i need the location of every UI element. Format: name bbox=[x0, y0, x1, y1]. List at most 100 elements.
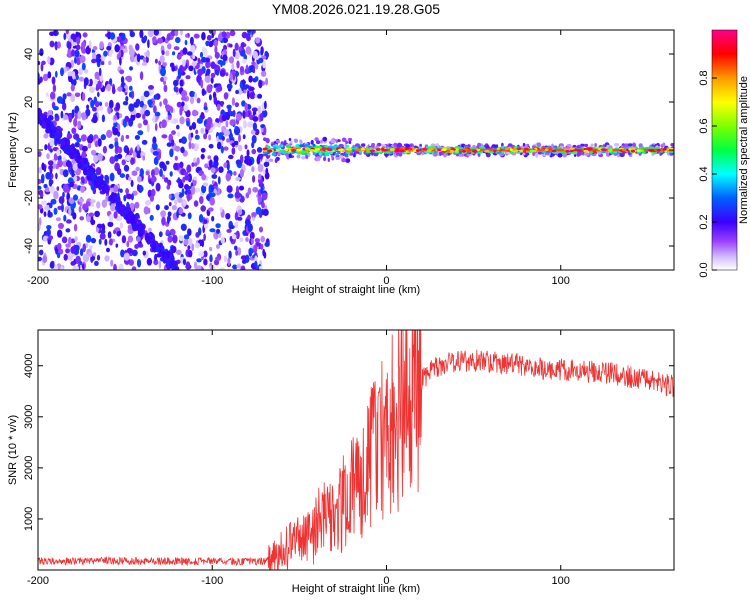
spectrogram-cell bbox=[217, 33, 223, 42]
spectrogram-cell bbox=[211, 180, 215, 185]
spectrogram-cell bbox=[75, 255, 81, 264]
spectrogram-cell bbox=[600, 148, 607, 152]
spectrogram-cell bbox=[176, 124, 180, 130]
spectrogram-cell bbox=[240, 255, 247, 260]
spectrogram-cell bbox=[345, 158, 351, 164]
spectrogram-cell bbox=[81, 263, 85, 270]
spectrogram-cell bbox=[215, 118, 220, 123]
spectrogram-cell bbox=[163, 75, 167, 82]
spectrogram-cell bbox=[86, 135, 94, 144]
spectrogram-cell bbox=[168, 202, 172, 207]
y-tick-label: 3000 bbox=[23, 405, 35, 429]
spectrogram-cell bbox=[142, 250, 146, 256]
spectrogram-cell bbox=[213, 39, 219, 47]
spectrogram-cell bbox=[186, 51, 193, 56]
spectrogram-cell bbox=[210, 76, 214, 84]
spectrogram-cell bbox=[121, 134, 124, 142]
spectrogram-cell bbox=[92, 106, 97, 112]
spectrogram-cell bbox=[98, 67, 102, 77]
spectrogram-cell bbox=[248, 86, 255, 92]
spectrogram-cell bbox=[284, 148, 289, 152]
spectrogram-y-ticks: -40 -20 0 20 40 bbox=[23, 48, 674, 254]
spectrogram-cell bbox=[220, 145, 224, 154]
spectrogram-cell bbox=[208, 134, 212, 141]
spectrogram-cell bbox=[339, 155, 344, 159]
spectrogram-cell bbox=[113, 211, 118, 219]
spectrogram-cell bbox=[151, 241, 156, 246]
spectrogram-cell bbox=[91, 58, 97, 64]
spectrogram-cell bbox=[178, 235, 184, 242]
spectrogram-cell bbox=[228, 250, 232, 259]
spectrogram-cell bbox=[540, 148, 544, 152]
spectrogram-cell bbox=[94, 140, 99, 147]
spectrogram-cell bbox=[159, 161, 166, 169]
spectrogram-cell bbox=[484, 149, 490, 153]
spectrogram-cell bbox=[263, 126, 267, 136]
spectrogram-cell bbox=[314, 137, 319, 142]
spectrogram-cell bbox=[70, 238, 76, 244]
spectrogram-cell bbox=[630, 149, 636, 153]
spectrogram-cell bbox=[170, 118, 175, 124]
spectrogram-cell bbox=[210, 185, 214, 192]
spectrogram-cell bbox=[237, 216, 243, 221]
spectrogram-cell bbox=[108, 143, 114, 149]
spectrogram-cell bbox=[227, 193, 234, 199]
spectrogram-cell bbox=[312, 152, 317, 156]
spectrogram-cell bbox=[126, 240, 130, 248]
spectrogram-cell bbox=[231, 97, 235, 106]
spectrogram-cell bbox=[62, 140, 66, 146]
spectrogram-cell bbox=[38, 115, 41, 123]
spectrogram-cell bbox=[130, 48, 135, 57]
spectrogram-cell bbox=[405, 143, 410, 149]
spectrogram-cell bbox=[50, 198, 57, 205]
spectrogram-cell bbox=[96, 254, 101, 261]
snr-y-ticks: 1000 2000 3000 4000 bbox=[23, 354, 674, 531]
spectrogram-cell bbox=[259, 212, 263, 218]
spectrogram-cell bbox=[38, 60, 41, 66]
spectrogram-cell bbox=[234, 42, 239, 51]
spectrogram-cell bbox=[88, 40, 92, 49]
spectrogram-cell bbox=[143, 90, 150, 98]
spectrogram-cell bbox=[100, 134, 107, 141]
spectrogram-cell bbox=[83, 168, 88, 176]
spectrogram-cell bbox=[252, 122, 257, 131]
spectrogram-cell bbox=[137, 123, 142, 129]
spectrogram-cell bbox=[38, 178, 42, 185]
spectrogram-cell bbox=[126, 75, 133, 83]
spectrogram-cell bbox=[151, 169, 155, 178]
spectrogram-cell bbox=[200, 127, 205, 134]
spectrogram-cell bbox=[217, 59, 224, 65]
spectrogram-cell bbox=[229, 30, 236, 37]
spectrogram-cell bbox=[42, 255, 48, 263]
spectrogram-cell bbox=[264, 100, 267, 110]
spectrogram-cell bbox=[196, 157, 200, 165]
spectrogram-cell bbox=[240, 50, 246, 57]
spectrogram-cell bbox=[524, 147, 529, 151]
spectrogram-cell bbox=[238, 134, 241, 143]
spectrogram-cell bbox=[214, 45, 218, 54]
spectrogram-cell bbox=[239, 81, 243, 89]
spectrogram-cell bbox=[621, 148, 627, 152]
spectrogram-cell bbox=[259, 243, 264, 250]
spectrogram-cell bbox=[421, 148, 428, 151]
spectrogram-cell bbox=[171, 205, 178, 211]
spectrogram-cell bbox=[129, 202, 135, 211]
spectrogram-cell bbox=[174, 86, 179, 93]
spectrogram-cell bbox=[153, 156, 159, 166]
spectrogram-cell bbox=[216, 141, 222, 150]
spectrogram-cell bbox=[262, 208, 269, 216]
spectrogram-cell bbox=[104, 255, 110, 262]
spectrogram-cell bbox=[230, 70, 236, 76]
spectrogram-cell bbox=[289, 140, 293, 144]
spectrogram-cell bbox=[55, 172, 58, 180]
spectrogram-cell bbox=[260, 70, 267, 77]
spectrogram-cell bbox=[142, 155, 145, 161]
spectrogram-cell bbox=[91, 149, 97, 156]
spectrogram-cell bbox=[476, 148, 481, 152]
spectrogram-cell bbox=[117, 146, 123, 154]
spectrogram-cell bbox=[44, 144, 48, 151]
spectrogram-cell bbox=[81, 62, 86, 71]
spectrogram-cell bbox=[117, 153, 123, 159]
spectrogram-cell bbox=[205, 40, 210, 47]
spectrogram-cell bbox=[58, 222, 64, 229]
